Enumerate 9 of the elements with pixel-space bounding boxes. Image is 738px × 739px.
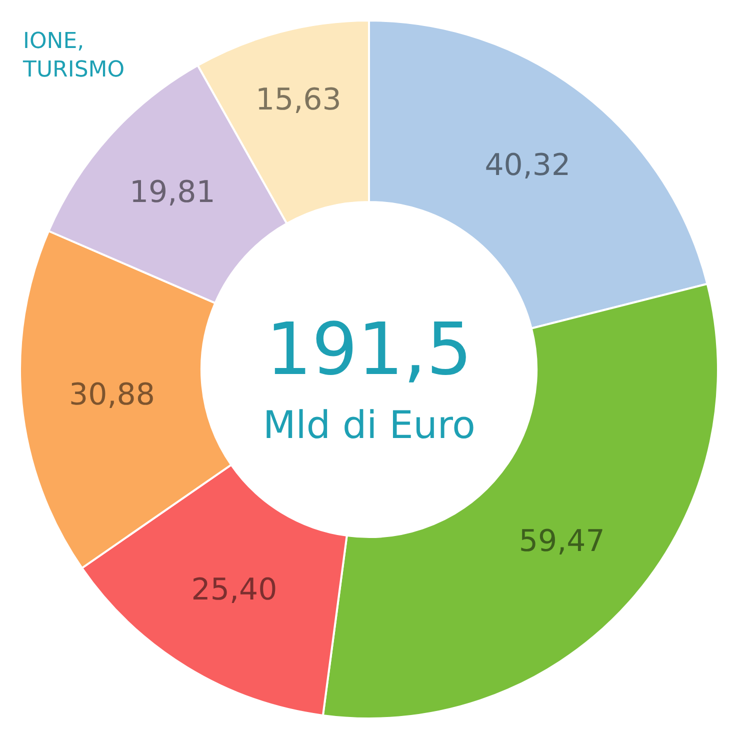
data-label: 59,47 [518, 524, 605, 559]
text: IONE, TURISMO [22, 29, 125, 83]
data-label: 15,63 [255, 82, 342, 118]
data-label: 40,32 [484, 148, 571, 184]
data-label: 25,40 [191, 572, 278, 608]
data-label: 19,81 [129, 174, 216, 210]
text: 191,5 [266, 307, 472, 391]
data-label: 30,88 [69, 377, 155, 412]
text: Mld di Euro [263, 403, 476, 447]
